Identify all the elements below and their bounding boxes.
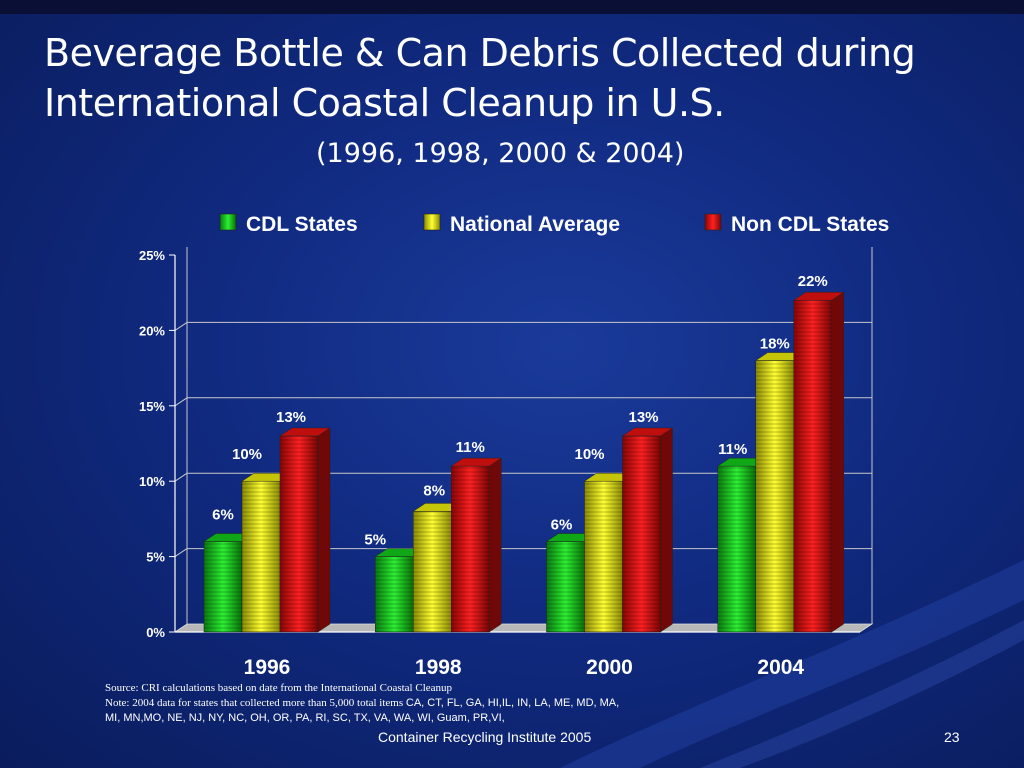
legend-swatch-0 [219, 213, 237, 231]
data-label-2000-1: 10% [574, 446, 604, 463]
data-label-2000-2: 13% [628, 409, 658, 426]
data-label-1998-2: 11% [456, 439, 485, 456]
slide-subtitle: (1996, 1998, 2000 & 2004) [316, 138, 685, 169]
bar-texture [375, 556, 414, 632]
legend-label-0: CDL States [246, 213, 358, 236]
x-tick-label-2000: 2000 [586, 656, 633, 679]
data-label-1996-0: 6% [212, 507, 234, 524]
data-label-1998-0: 5% [364, 532, 386, 549]
legend-swatch-1 [423, 213, 441, 231]
y-tick-label: 10% [139, 474, 165, 489]
bar-texture [546, 541, 585, 632]
bar-texture [242, 481, 280, 632]
top-bar [0, 0, 1024, 14]
data-label-1998-1: 8% [423, 482, 445, 499]
y-tick-label: 15% [139, 399, 165, 414]
legend-label-1: National Average [450, 213, 620, 236]
bar-texture [451, 466, 490, 632]
bar-texture [584, 481, 623, 632]
legend-swatch-2 [704, 213, 722, 231]
note-states-continued: MI, MN,MO, NE, NJ, NY, NC, OH, OR, PA, R… [105, 712, 505, 724]
chart-legend: CDL States National Average Non CDL States [219, 213, 889, 236]
gridline-depth [174, 548, 188, 558]
bar-texture [413, 511, 452, 632]
y-tick-label: 5% [146, 550, 165, 565]
bar-texture [622, 435, 661, 632]
data-label-1996-2: 13% [276, 409, 306, 426]
y-tick-label: 20% [139, 323, 165, 338]
footer-organization: Container Recycling Institute 2005 [378, 729, 592, 745]
chart-data-labels: 6% 10% 13% 5% 8% 11% 6% 10% 13% 11% 18% 22% [212, 273, 828, 548]
x-tick-label-1996: 1996 [244, 656, 291, 679]
page-number: 23 [944, 729, 960, 745]
gridline-depth [174, 397, 188, 407]
x-tick-label-1998: 1998 [415, 656, 462, 679]
data-label-2004-1: 18% [760, 336, 790, 353]
y-tick-label: 0% [146, 625, 165, 640]
bar-texture [204, 541, 242, 632]
note-line: Note: 2004 data for states that collecte… [105, 696, 745, 711]
title-line-1: Beverage Bottle & Can Debris Collected d… [44, 31, 916, 75]
source-note: Source: CRI calculations based on date f… [105, 681, 745, 726]
bar-texture [755, 360, 794, 632]
bar-side-2004-2 [831, 291, 844, 633]
data-label-2004-0: 11% [718, 441, 747, 458]
bar-texture [717, 466, 756, 632]
bar-side-1996-2 [317, 427, 331, 633]
bar-top-2000-2 [621, 427, 674, 437]
legend-label-2: Non CDL States [731, 213, 889, 236]
bar-top-1996-2 [279, 427, 331, 437]
bar-texture [280, 435, 318, 632]
gridline-depth [174, 472, 188, 482]
note-states: CA, CT, FL, GA, HI,IL, IN, LA, ME, MD, M… [405, 697, 620, 709]
y-tick-label: 25% [139, 248, 165, 263]
bar-side-1998-2 [489, 457, 502, 633]
source-line: Source: CRI calculations based on date f… [105, 682, 453, 694]
slide-title: Beverage Bottle & Can Debris Collected d… [44, 28, 1004, 128]
data-label-2000-0: 6% [551, 517, 573, 534]
bar-chart: CDL States National Average Non CDL States… [139, 213, 889, 679]
bar-side-2000-2 [660, 427, 673, 633]
data-label-1996-1: 10% [232, 446, 262, 463]
chart-bars [203, 291, 845, 633]
data-label-2004-2: 22% [798, 273, 828, 290]
title-line-2: International Coastal Cleanup in U.S. [44, 81, 725, 125]
note-prefix: Note: 2004 data for states that collecte… [105, 697, 406, 709]
gridline-depth [174, 321, 188, 331]
bar-texture [793, 300, 832, 632]
x-tick-label-2004: 2004 [757, 656, 804, 679]
bar-top-1998-2 [450, 457, 503, 467]
bar-top-2004-2 [792, 291, 845, 301]
